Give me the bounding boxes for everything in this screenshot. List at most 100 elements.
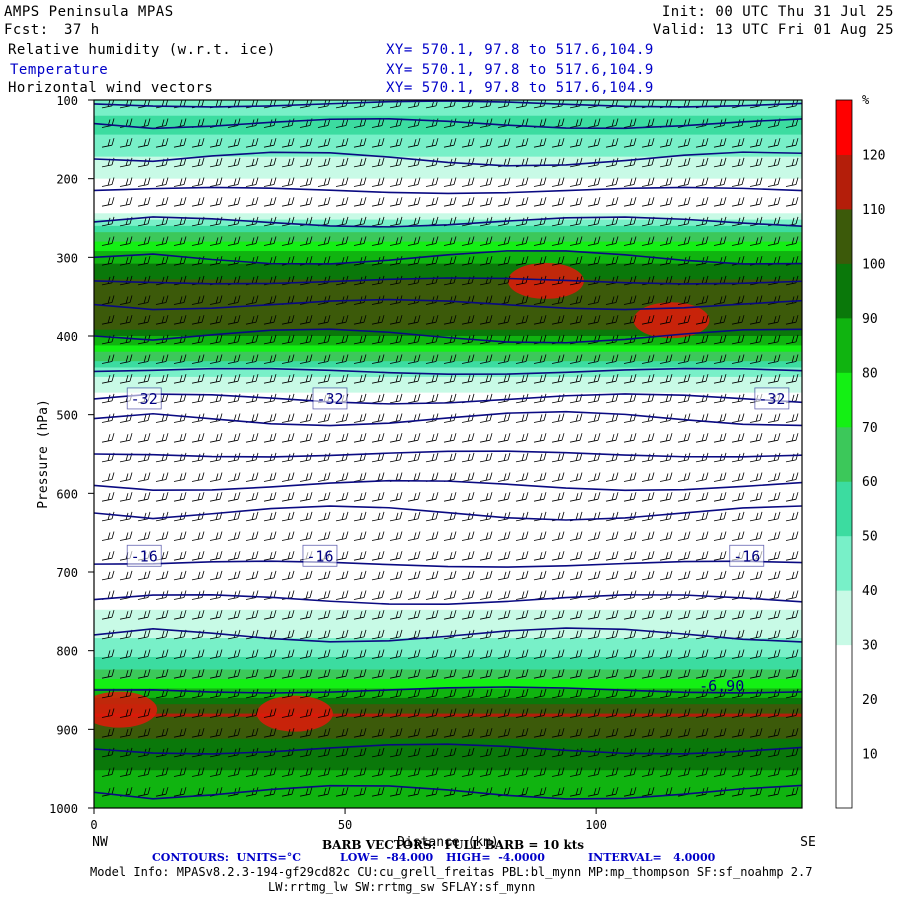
rh-band bbox=[94, 442, 802, 447]
rh-band bbox=[94, 134, 802, 139]
wind-barb bbox=[461, 354, 475, 364]
wind-barb bbox=[749, 511, 763, 522]
wind-barb bbox=[749, 669, 763, 679]
colorbar-swatch bbox=[836, 535, 852, 591]
rh-band bbox=[94, 175, 802, 180]
wind-barb bbox=[677, 570, 691, 581]
wind-barb bbox=[479, 570, 493, 581]
rh-band bbox=[94, 166, 802, 170]
rh-band bbox=[94, 735, 802, 740]
wind-barb bbox=[317, 492, 331, 502]
wind-barb bbox=[101, 236, 115, 246]
wind-barb bbox=[245, 236, 259, 246]
rh-band bbox=[94, 339, 802, 343]
wind-barb bbox=[641, 570, 655, 581]
wind-barb bbox=[569, 629, 583, 640]
wind-barb bbox=[749, 315, 763, 325]
wind-barb bbox=[605, 354, 619, 364]
temperature-contour bbox=[94, 743, 802, 755]
wind-barb bbox=[659, 315, 673, 325]
wind-barb bbox=[335, 590, 349, 600]
wind-barb bbox=[659, 472, 673, 482]
rh-band bbox=[94, 461, 802, 466]
wind-barb bbox=[569, 492, 583, 502]
rh-band bbox=[94, 745, 802, 749]
rh-band bbox=[94, 348, 802, 353]
contour-label-layer: -32 -32 -32 -16 -16 -16 -6.90 bbox=[126, 387, 790, 695]
rh-band bbox=[94, 169, 802, 173]
wind-barb bbox=[533, 413, 547, 423]
wind-barb bbox=[317, 728, 331, 738]
rh-band bbox=[94, 612, 802, 617]
wind-barb bbox=[587, 767, 601, 777]
rh-band bbox=[94, 458, 802, 463]
wind-barb bbox=[425, 138, 439, 148]
wind-barb bbox=[317, 354, 331, 364]
wind-barb bbox=[281, 649, 295, 659]
wind-barb bbox=[209, 531, 223, 541]
wind-barb bbox=[317, 177, 331, 187]
wind-barb bbox=[515, 354, 529, 364]
wind-barb bbox=[389, 570, 403, 581]
wind-barb bbox=[389, 393, 403, 404]
wind-barb bbox=[659, 374, 673, 384]
wind-barb bbox=[209, 334, 223, 345]
contour-label-box bbox=[126, 544, 162, 567]
wind-barb bbox=[209, 492, 223, 502]
wind-barb bbox=[461, 570, 475, 581]
wind-barb bbox=[695, 177, 709, 187]
wind-barb bbox=[785, 531, 799, 541]
wind-barb bbox=[749, 197, 763, 207]
rh-band bbox=[94, 512, 802, 516]
wind-barb bbox=[425, 590, 439, 600]
colorbar-label: 40 bbox=[862, 584, 878, 599]
wind-barb bbox=[677, 492, 691, 502]
wind-barb bbox=[371, 551, 385, 561]
wind-barb bbox=[155, 197, 169, 207]
wind-barb bbox=[497, 570, 511, 581]
rh-band bbox=[94, 351, 802, 356]
wind-barb bbox=[371, 138, 385, 148]
wind-barb bbox=[299, 492, 313, 502]
wind-barb bbox=[569, 649, 583, 659]
wind-barb bbox=[713, 334, 727, 345]
wind-barb bbox=[713, 315, 727, 325]
wind-barb bbox=[587, 531, 601, 541]
wind-barb bbox=[695, 649, 709, 659]
rh-band bbox=[94, 568, 802, 573]
wind-barb bbox=[443, 551, 457, 561]
wind-barb bbox=[245, 295, 259, 305]
rh-band bbox=[94, 493, 802, 498]
wind-barb bbox=[695, 138, 709, 148]
wind-barb bbox=[335, 747, 349, 758]
wind-barb bbox=[713, 492, 727, 502]
wind-barb bbox=[335, 629, 349, 640]
wind-barb bbox=[623, 551, 637, 561]
wind-barb bbox=[425, 708, 439, 718]
wind-barb bbox=[533, 236, 547, 246]
rh-band bbox=[94, 713, 802, 718]
x-tick-label: 100 bbox=[585, 818, 607, 832]
wind-barb bbox=[407, 492, 421, 502]
rh-band bbox=[94, 273, 802, 277]
wind-barb bbox=[371, 413, 385, 423]
wind-barb bbox=[551, 433, 565, 443]
wind-barb bbox=[533, 728, 547, 738]
wind-barb bbox=[785, 197, 799, 207]
wind-barb bbox=[731, 157, 745, 168]
wind-barb bbox=[209, 374, 223, 384]
wind-barb bbox=[713, 511, 727, 522]
wind-barb bbox=[641, 610, 655, 620]
wind-barb bbox=[515, 295, 529, 305]
wind-barb bbox=[605, 295, 619, 305]
wind-barb bbox=[461, 649, 475, 659]
wind-barb bbox=[497, 747, 511, 758]
wind-barb bbox=[353, 610, 367, 620]
wind-barb bbox=[371, 315, 385, 325]
wind-barb bbox=[353, 138, 367, 148]
wind-barb bbox=[389, 492, 403, 502]
rh-band bbox=[94, 760, 802, 765]
rh-band bbox=[94, 480, 802, 485]
wind-barb bbox=[227, 295, 241, 305]
wind-barb bbox=[587, 492, 601, 502]
